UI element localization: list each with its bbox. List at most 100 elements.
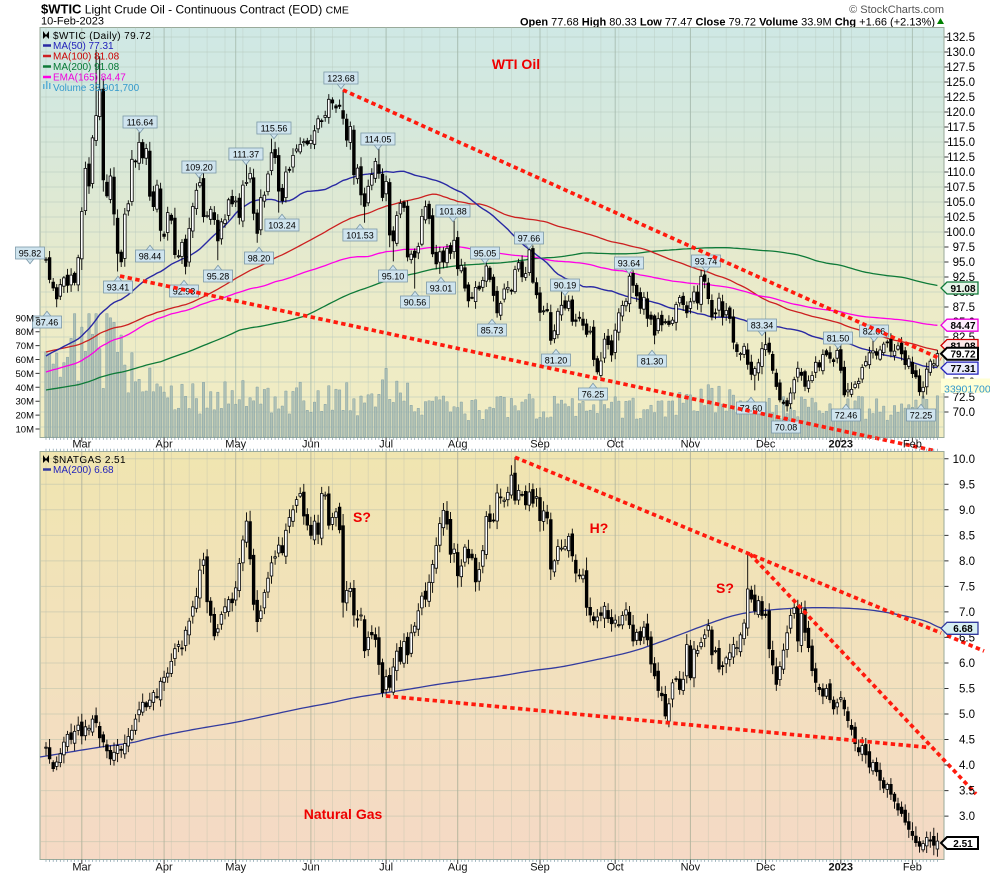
svg-text:81.20: 81.20: [545, 355, 568, 365]
svg-text:Nov: Nov: [681, 439, 701, 451]
svg-text:© StockCharts.com: © StockCharts.com: [849, 4, 944, 16]
svg-text:8.0: 8.0: [959, 556, 975, 568]
svg-text:$NATGAS 2.51: $NATGAS 2.51: [53, 455, 126, 466]
svg-text:93.41: 93.41: [107, 282, 130, 292]
svg-text:2023: 2023: [829, 439, 853, 451]
svg-text:2.51: 2.51: [953, 839, 973, 850]
svg-text:93.74: 93.74: [695, 256, 718, 266]
svg-text:Aug: Aug: [448, 862, 468, 874]
svg-text:85.73: 85.73: [481, 325, 504, 335]
svg-text:70.08: 70.08: [775, 422, 798, 432]
svg-text:$WTIC (Daily) 79.72: $WTIC (Daily) 79.72: [53, 31, 151, 42]
svg-text:72.25: 72.25: [910, 410, 933, 420]
svg-text:79.72: 79.72: [950, 350, 975, 361]
svg-text:95.28: 95.28: [207, 271, 230, 281]
svg-text:Dec: Dec: [756, 439, 776, 451]
svg-text:10-Feb-2023: 10-Feb-2023: [41, 16, 104, 28]
svg-text:Jul: Jul: [379, 439, 393, 451]
svg-text:83.34: 83.34: [751, 320, 774, 330]
svg-text:95.0: 95.0: [953, 257, 975, 269]
svg-text:Feb: Feb: [903, 439, 922, 451]
svg-text:111.37: 111.37: [233, 149, 259, 159]
svg-text:MA(200) 91.08: MA(200) 91.08: [53, 62, 120, 73]
svg-text:98.20: 98.20: [248, 253, 271, 263]
svg-text:Nov: Nov: [681, 862, 701, 874]
svg-text:S?: S?: [716, 580, 734, 596]
svg-text:95.05: 95.05: [474, 248, 497, 258]
svg-text:MA(50) 77.31: MA(50) 77.31: [53, 41, 114, 52]
svg-text:115.56: 115.56: [261, 123, 288, 133]
svg-text:6.0: 6.0: [959, 658, 975, 670]
svg-text:3.5: 3.5: [959, 786, 975, 798]
svg-text:$WTIC Light Crude Oil - Contin: $WTIC Light Crude Oil - Continuous Contr…: [41, 2, 349, 17]
svg-text:9.5: 9.5: [959, 479, 975, 491]
svg-text:132.5: 132.5: [946, 32, 975, 44]
svg-text:Mar: Mar: [72, 862, 91, 874]
svg-text:May: May: [225, 439, 246, 451]
svg-text:8.5: 8.5: [959, 530, 975, 542]
svg-text:95.82: 95.82: [19, 248, 42, 258]
svg-text:72.46: 72.46: [835, 410, 858, 420]
svg-text:95.10: 95.10: [382, 271, 405, 281]
svg-text:Jun: Jun: [302, 862, 320, 874]
svg-text:70.0: 70.0: [953, 407, 975, 419]
svg-text:90.19: 90.19: [554, 280, 577, 290]
svg-text:123.68: 123.68: [327, 73, 355, 83]
svg-text:Apr: Apr: [156, 439, 173, 451]
svg-text:60M: 60M: [16, 355, 35, 366]
svg-text:92.5: 92.5: [953, 272, 975, 284]
svg-text:120.0: 120.0: [946, 107, 975, 119]
svg-text:102.5: 102.5: [946, 212, 975, 224]
svg-text:40M: 40M: [16, 383, 35, 394]
svg-text:Sep: Sep: [530, 862, 550, 874]
svg-text:4.5: 4.5: [959, 735, 975, 747]
svg-text:7.5: 7.5: [959, 581, 975, 593]
svg-text:4.0: 4.0: [959, 760, 975, 772]
svg-text:2023: 2023: [829, 862, 853, 874]
svg-text:98.44: 98.44: [139, 251, 162, 261]
svg-text:122.5: 122.5: [946, 92, 975, 104]
svg-text:87.46: 87.46: [36, 317, 59, 327]
svg-text:93.01: 93.01: [430, 283, 453, 293]
svg-text:101.88: 101.88: [439, 206, 467, 216]
svg-text:100.0: 100.0: [946, 227, 975, 239]
svg-text:80M: 80M: [16, 327, 35, 338]
svg-text:81.30: 81.30: [641, 356, 664, 366]
svg-text:109.20: 109.20: [185, 162, 213, 172]
svg-text:107.5: 107.5: [946, 182, 975, 194]
svg-text:116.64: 116.64: [127, 117, 154, 127]
svg-text:127.5: 127.5: [946, 62, 975, 74]
svg-text:7.0: 7.0: [959, 607, 975, 619]
svg-text:90M: 90M: [16, 313, 35, 324]
svg-text:Natural Gas: Natural Gas: [304, 806, 383, 822]
svg-text:Mar: Mar: [72, 439, 91, 451]
svg-text:Feb: Feb: [903, 862, 922, 874]
svg-text:Jun: Jun: [302, 439, 320, 451]
svg-text:130.0: 130.0: [946, 47, 975, 59]
svg-text:Open 77.68 High 80.33 Low 77.4: Open 77.68 High 80.33 Low 77.47 Close 79…: [520, 17, 935, 29]
svg-text:Oct: Oct: [607, 439, 624, 451]
svg-text:82.66: 82.66: [863, 326, 886, 336]
svg-text:Volume 33,901,700: Volume 33,901,700: [53, 83, 140, 94]
svg-text:84.47: 84.47: [950, 321, 975, 332]
svg-text:97.66: 97.66: [518, 233, 541, 243]
svg-text:91.08: 91.08: [950, 284, 975, 295]
svg-text:81.50: 81.50: [827, 333, 850, 343]
svg-text:6.68: 6.68: [953, 624, 973, 635]
svg-text:93.64: 93.64: [618, 258, 641, 268]
svg-text:101.53: 101.53: [346, 230, 374, 240]
svg-text:72.5: 72.5: [953, 392, 975, 404]
svg-text:77.31: 77.31: [950, 364, 975, 375]
svg-text:115.0: 115.0: [947, 137, 975, 149]
svg-text:90.56: 90.56: [404, 297, 427, 307]
svg-text:87.5: 87.5: [953, 302, 975, 314]
svg-text:125.0: 125.0: [946, 77, 975, 89]
svg-text:Aug: Aug: [448, 439, 468, 451]
svg-text:MA(200) 6.68: MA(200) 6.68: [53, 465, 114, 476]
svg-text:Dec: Dec: [756, 862, 776, 874]
svg-text:Oct: Oct: [607, 862, 624, 874]
svg-text:114.05: 114.05: [365, 134, 392, 144]
svg-text:H?: H?: [590, 520, 609, 536]
svg-text:10.0: 10.0: [953, 454, 975, 466]
svg-text:20M: 20M: [16, 411, 35, 422]
